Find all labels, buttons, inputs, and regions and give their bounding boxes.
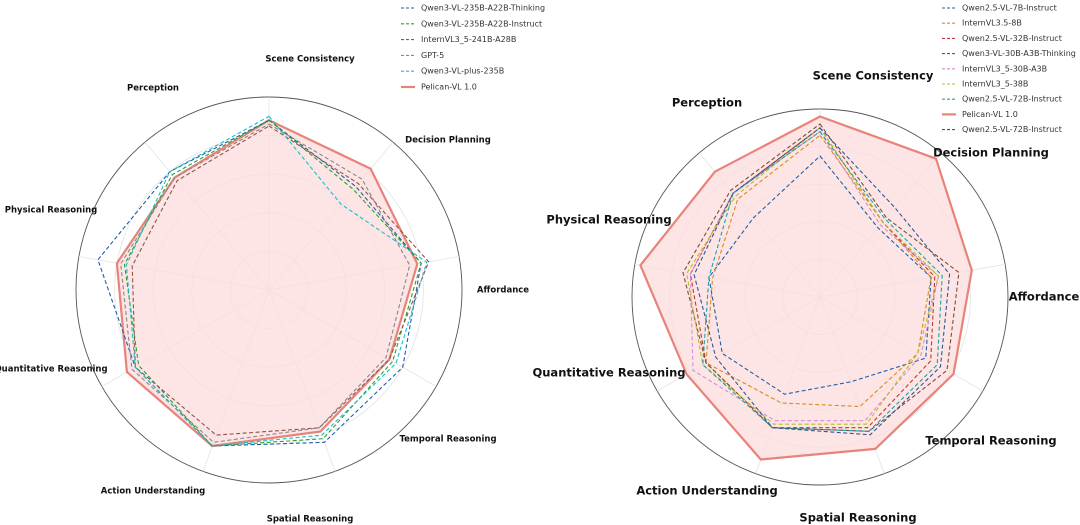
axis-label-perception: Perception [672, 96, 742, 110]
axis-label-temporal-reasoning: Temporal Reasoning [925, 434, 1056, 448]
radar-chart-left: Scene Consistency Decision Planning Afford… [0, 4, 545, 525]
legend-label: InternVL3_5-30B-A3B [962, 64, 1047, 73]
legend-label: Qwen3-VL-30B-A3B-Thinking [962, 49, 1076, 58]
series-qwen2-5-vl-32b-instruct [689, 127, 936, 429]
axis-label-decision-planning: Decision Planning [405, 136, 491, 146]
legend: Qwen2.5-VL-7B-Instruct InternVL3.5-8B Qwen… [942, 4, 1076, 134]
axis-label-spatial-reasoning: Spatial Reasoning [267, 515, 354, 525]
axis-label-scene-consistency: Scene Consistency [813, 69, 934, 83]
axis-label-action-understanding: Action Understanding [101, 487, 205, 497]
legend-label: GPT-5 [421, 51, 444, 60]
series-qwen2-5-vl-72b-instruct [693, 127, 951, 436]
legend-label: InternVL3_5-241B-A28B [421, 35, 516, 44]
radar-chart-right: Scene Consistency Decision Planning Afford… [532, 4, 1079, 525]
axis-label-affordance: Affordance [1009, 290, 1080, 304]
series-qwen3-vl-235b-a22b-instruct [123, 119, 422, 447]
legend-label: Qwen2.5-VL-32B-Instruct [962, 34, 1062, 43]
legend-label: Qwen3-VL-plus-235B [421, 67, 504, 76]
axis-label-quantitative-reasoning: Quantitative Reasoning [0, 365, 108, 375]
legend-label: Qwen2.5-VL-7B-Instruct [962, 4, 1057, 13]
legend-label: Qwen3-VL-235B-A22B-Thinking [421, 4, 545, 13]
axis-label-perception: Perception [127, 84, 179, 94]
axis-label-quantitative-reasoning: Quantitative Reasoning [532, 366, 685, 380]
legend-label: Pelican-VL 1.0 [421, 83, 477, 92]
legend-label: InternVL3_5-38B [962, 80, 1028, 89]
series-pelican-vl-1-0 [115, 119, 419, 448]
axis-label-affordance: Affordance [477, 286, 529, 296]
legend-label: InternVL3.5-8B [962, 19, 1022, 28]
series-pelican-vl-1-0 [639, 115, 973, 461]
axis-label-decision-planning: Decision Planning [933, 146, 1049, 160]
axis-label-physical-reasoning: Physical Reasoning [5, 206, 98, 216]
series-gpt-5 [120, 123, 411, 443]
series-internvl3-5-8b [705, 134, 932, 408]
series-qwen2-5-vl-7b-instruct [708, 155, 932, 395]
axis-label-temporal-reasoning: Temporal Reasoning [399, 435, 496, 445]
legend-label: Qwen2.5-VL-72B-Instruct [962, 125, 1062, 134]
legend-label: Pelican-VL 1.0 [962, 110, 1018, 119]
axis-label-spatial-reasoning: Spatial Reasoning [799, 511, 916, 525]
axis-label-scene-consistency: Scene Consistency [265, 55, 355, 65]
series-qwen2-5-vl-72b-instruct [702, 131, 943, 432]
series-internvl3-5-38b [686, 127, 940, 425]
series-qwen3-vl-30b-a3b-thinking [682, 123, 960, 432]
axis-label-action-understanding: Action Understanding [636, 484, 777, 498]
series-qwen3-vl-plus-235b [125, 115, 428, 447]
legend: Qwen3-VL-235B-A22B-Thinking Qwen3-VL-235B… [401, 4, 545, 92]
axis-label-physical-reasoning: Physical Reasoning [546, 213, 671, 227]
legend-label: Qwen3-VL-235B-A22B-Instruct [421, 19, 542, 28]
legend-label: Qwen2.5-VL-72B-Instruct [962, 95, 1062, 104]
series-qwen3-vl-235b-a22b-thinking [97, 119, 422, 447]
series-internvl3-5-241b-a28b [131, 125, 430, 436]
